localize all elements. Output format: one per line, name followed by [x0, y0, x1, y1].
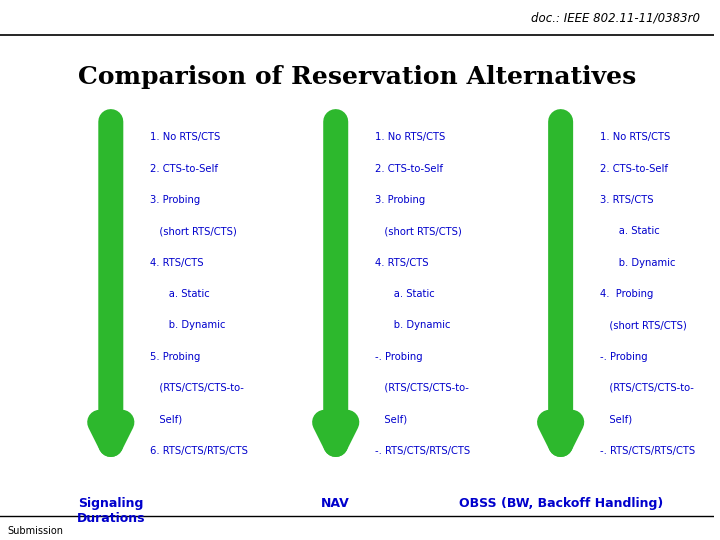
- Text: Submission: Submission: [7, 526, 63, 537]
- Text: 3. RTS/CTS: 3. RTS/CTS: [600, 195, 654, 205]
- Text: a. Static: a. Static: [600, 226, 660, 237]
- Text: NAV: NAV: [321, 497, 350, 510]
- Text: (short RTS/CTS): (short RTS/CTS): [600, 320, 687, 330]
- Text: doc.: IEEE 802.11-11/0383r0: doc.: IEEE 802.11-11/0383r0: [531, 11, 700, 24]
- Text: (short RTS/CTS): (short RTS/CTS): [150, 226, 237, 237]
- Text: a. Static: a. Static: [375, 289, 435, 299]
- Text: Self): Self): [375, 414, 407, 424]
- Text: (RTS/CTS/CTS-to-: (RTS/CTS/CTS-to-: [375, 383, 469, 393]
- Text: b. Dynamic: b. Dynamic: [375, 320, 451, 330]
- Text: 4. RTS/CTS: 4. RTS/CTS: [150, 258, 204, 268]
- Text: b. Dynamic: b. Dynamic: [600, 258, 675, 268]
- Text: Self): Self): [600, 414, 632, 424]
- Text: 3. Probing: 3. Probing: [150, 195, 200, 205]
- Text: b. Dynamic: b. Dynamic: [150, 320, 225, 330]
- Text: Comparison of Reservation Alternatives: Comparison of Reservation Alternatives: [78, 65, 636, 89]
- Text: -. Probing: -. Probing: [600, 352, 647, 362]
- Text: 2. CTS-to-Self: 2. CTS-to-Self: [600, 164, 668, 174]
- Text: 2. CTS-to-Self: 2. CTS-to-Self: [150, 164, 218, 174]
- Text: -. RTS/CTS/RTS/CTS: -. RTS/CTS/RTS/CTS: [375, 446, 470, 456]
- Text: 3. Probing: 3. Probing: [375, 195, 426, 205]
- Text: (RTS/CTS/CTS-to-: (RTS/CTS/CTS-to-: [150, 383, 244, 393]
- Text: 4.  Probing: 4. Probing: [600, 289, 653, 299]
- Text: 2. CTS-to-Self: 2. CTS-to-Self: [375, 164, 443, 174]
- Text: 1. No RTS/CTS: 1. No RTS/CTS: [375, 132, 445, 143]
- Text: Signaling
Durations: Signaling Durations: [76, 497, 145, 525]
- Text: a. Static: a. Static: [150, 289, 210, 299]
- Text: -. RTS/CTS/RTS/CTS: -. RTS/CTS/RTS/CTS: [600, 446, 695, 456]
- Text: 1. No RTS/CTS: 1. No RTS/CTS: [150, 132, 220, 143]
- Text: OBSS (BW, Backoff Handling): OBSS (BW, Backoff Handling): [459, 497, 663, 510]
- Text: Adaptivity: Adaptivity: [554, 258, 567, 336]
- Text: 1. No RTS/CTS: 1. No RTS/CTS: [600, 132, 670, 143]
- Text: -. Probing: -. Probing: [375, 352, 423, 362]
- Text: Self): Self): [150, 414, 182, 424]
- Text: (RTS/CTS/CTS-to-: (RTS/CTS/CTS-to-: [600, 383, 694, 393]
- Text: Protection: Protection: [329, 258, 342, 336]
- Text: (short RTS/CTS): (short RTS/CTS): [375, 226, 462, 237]
- Text: 4. RTS/CTS: 4. RTS/CTS: [375, 258, 428, 268]
- Text: 5. Probing: 5. Probing: [150, 352, 200, 362]
- Text: 6. RTS/CTS/RTS/CTS: 6. RTS/CTS/RTS/CTS: [150, 446, 248, 456]
- Text: Overheads: Overheads: [104, 257, 117, 337]
